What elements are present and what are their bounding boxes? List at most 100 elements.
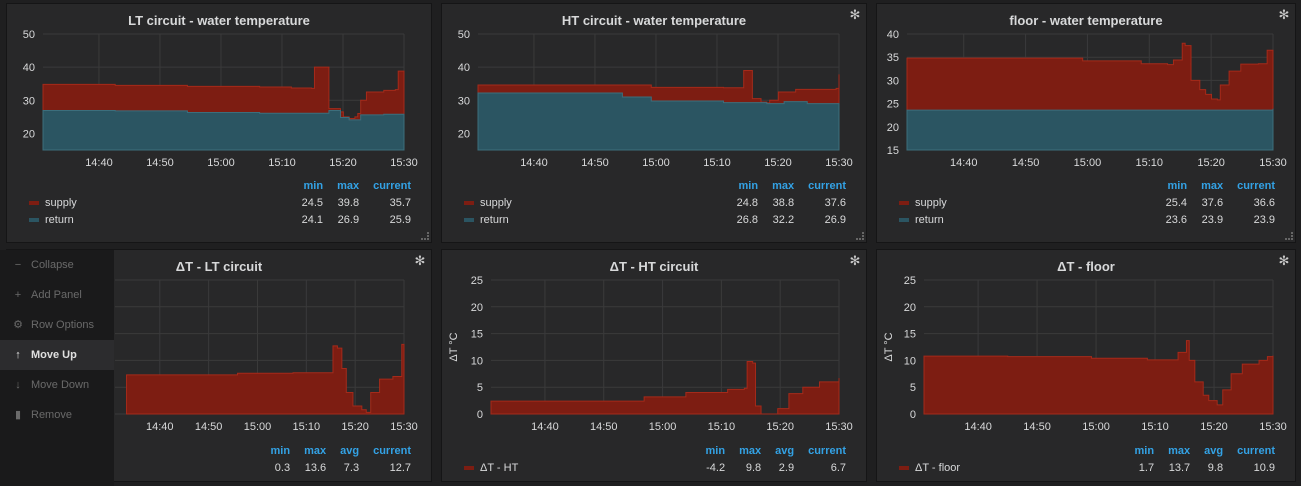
legend-header[interactable]: avg: [340, 444, 360, 457]
series-area-return: [477, 92, 840, 151]
menu-item-collapse[interactable]: − Collapse: [0, 250, 114, 280]
chart-svg[interactable]: 0 5 10 15 20 25 14:40 14:50 15:00 15:10 15:20 15:30…: [442, 250, 868, 483]
legend-swatch[interactable]: [899, 465, 909, 470]
legend-swatch[interactable]: [464, 200, 474, 205]
panel-loading-icon[interactable]: ✻: [1278, 7, 1290, 22]
x-tick-label: 14:40: [950, 157, 978, 169]
panel-loading-icon[interactable]: ✻: [849, 7, 861, 22]
menu-item-label: Add Panel: [31, 289, 82, 301]
panel-title[interactable]: LT circuit - water temperature: [128, 13, 310, 28]
legend-header[interactable]: max: [739, 444, 762, 457]
legend-header[interactable]: min: [1167, 179, 1188, 192]
panel-loading-icon[interactable]: ✻: [849, 253, 861, 268]
legend-value: 36.6: [1253, 196, 1275, 209]
legend-row[interactable]: ΔT - floor 1.7 13.7 9.8 10.9: [899, 459, 1275, 476]
x-tick-label: 15:00: [244, 421, 272, 433]
legend-header[interactable]: max: [772, 179, 795, 192]
resize-handle[interactable]: [856, 232, 864, 240]
legend-swatch[interactable]: [464, 217, 474, 222]
legend-header[interactable]: max: [304, 444, 327, 457]
legend-header[interactable]: min: [1134, 444, 1155, 457]
legend-value: 12.7: [389, 461, 411, 474]
chart-svg[interactable]: 15 20 25 30 35 40 14:40 14:50 15:00 15:10 15:20 15:…: [877, 4, 1297, 244]
x-tick-label: 14:40: [520, 157, 548, 169]
x-tick-label: 14:40: [531, 421, 559, 433]
legend-value: 35.7: [389, 196, 411, 209]
legend-series-name[interactable]: supply: [915, 196, 947, 209]
x-tick-label: 14:50: [590, 421, 618, 433]
legend-row[interactable]: supply 24.5 39.8 35.7: [29, 194, 411, 211]
panel-title[interactable]: ΔT - HT circuit: [609, 259, 699, 274]
y-tick-label: 15: [887, 145, 899, 157]
legend-row[interactable]: 0.3 13.6 7.3 12.7: [115, 459, 411, 476]
legend-header[interactable]: avg: [1204, 444, 1224, 457]
legend-series-name[interactable]: supply: [480, 196, 512, 209]
legend-series-name[interactable]: return: [480, 213, 509, 226]
legend-swatch[interactable]: [899, 217, 909, 222]
legend-header[interactable]: min: [705, 444, 726, 457]
legend-header[interactable]: min: [738, 179, 759, 192]
legend-series-name[interactable]: ΔT - HT: [480, 461, 519, 474]
legend-row[interactable]: supply 24.8 38.8 37.6: [464, 194, 846, 211]
legend-row[interactable]: return 24.1 26.9 25.9: [29, 211, 411, 228]
legend-row[interactable]: ΔT - HT -4.2 9.8 2.9 6.7: [464, 459, 846, 476]
legend-header[interactable]: current: [808, 444, 846, 457]
legend-swatch[interactable]: [899, 200, 909, 205]
menu-item-row-options[interactable]: ⚙ Row Options: [0, 310, 114, 340]
legend-header[interactable]: max: [337, 179, 360, 192]
x-tick-label: 15:00: [642, 157, 670, 169]
x-tick-label: 15:10: [703, 157, 731, 169]
legend-table: min max current supply 24.8 38.8 37.6 return 26.…: [464, 177, 846, 228]
legend-swatch[interactable]: [29, 200, 39, 205]
menu-item-label: Collapse: [31, 259, 74, 271]
x-tick-label: 14:50: [146, 157, 174, 169]
legend-header[interactable]: avg: [775, 444, 795, 457]
menu-item-remove[interactable]: ▮ Remove: [0, 400, 114, 430]
legend-series-name[interactable]: return: [45, 213, 74, 226]
legend-row[interactable]: return 23.6 23.9 23.9: [899, 211, 1275, 228]
legend-row[interactable]: supply 25.4 37.6 36.6: [899, 194, 1275, 211]
legend-swatch[interactable]: [464, 465, 474, 470]
series-area-return: [906, 108, 1274, 151]
panel-title[interactable]: floor - water temperature: [1009, 13, 1163, 28]
legend-header[interactable]: current: [373, 179, 411, 192]
panel-loading-icon[interactable]: ✻: [1278, 253, 1290, 268]
legend-header[interactable]: min: [270, 444, 291, 457]
legend-series-name[interactable]: supply: [45, 196, 77, 209]
panel-title[interactable]: HT circuit - water temperature: [561, 13, 747, 28]
legend-value: 23.6: [1165, 213, 1188, 226]
menu-item-move-up[interactable]: ↑ Move Up: [0, 340, 114, 370]
legend-series-name[interactable]: ΔT - floor: [915, 461, 961, 474]
legend-value: 25.4: [1165, 196, 1188, 209]
panel-title[interactable]: ΔT - LT circuit: [175, 259, 263, 274]
menu-item-move-down[interactable]: ↓ Move Down: [0, 370, 114, 400]
x-tick-label: 15:20: [341, 421, 369, 433]
menu-item-label: Row Options: [31, 319, 94, 331]
legend-header[interactable]: current: [808, 179, 846, 192]
legend-row[interactable]: return 26.8 32.2 26.9: [464, 211, 846, 228]
legend-series-name[interactable]: return: [915, 213, 944, 226]
menu-item-add-panel[interactable]: + Add Panel: [0, 280, 114, 310]
chart-svg[interactable]: 0 5 10 15 20 25 14:40 14:50 15:00 15:10 15:20 15:30…: [877, 250, 1297, 483]
legend-header[interactable]: max: [1201, 179, 1224, 192]
legend-header[interactable]: current: [373, 444, 411, 457]
y-tick-label: 40: [23, 62, 35, 74]
y-tick-label: 30: [887, 75, 899, 87]
resize-handle[interactable]: [1285, 232, 1293, 240]
panel-title[interactable]: ΔT - floor: [1057, 259, 1115, 274]
x-tick-label: 15:20: [1200, 421, 1228, 433]
legend-header[interactable]: min: [303, 179, 324, 192]
legend-swatch[interactable]: [29, 217, 39, 222]
legend-header[interactable]: current: [1237, 444, 1275, 457]
panel-loading-icon[interactable]: ✻: [414, 253, 426, 268]
legend-header[interactable]: max: [1168, 444, 1191, 457]
chart-svg[interactable]: 20 30 40 50 14:40 14:50 15:00 15:10 15:20 15:30: [7, 4, 433, 244]
resize-handle[interactable]: [421, 232, 429, 240]
x-tick-label: 14:50: [581, 157, 609, 169]
chart-svg[interactable]: 20 30 40 50 14:40 14:50 15:00 15:10 15:20 15:30: [442, 4, 868, 244]
y-tick-label: 25: [471, 275, 483, 287]
legend-value: 13.7: [1168, 461, 1191, 474]
x-tick-label: 14:50: [195, 421, 223, 433]
arrow-down-icon: ↓: [15, 379, 21, 391]
legend-header[interactable]: current: [1237, 179, 1275, 192]
